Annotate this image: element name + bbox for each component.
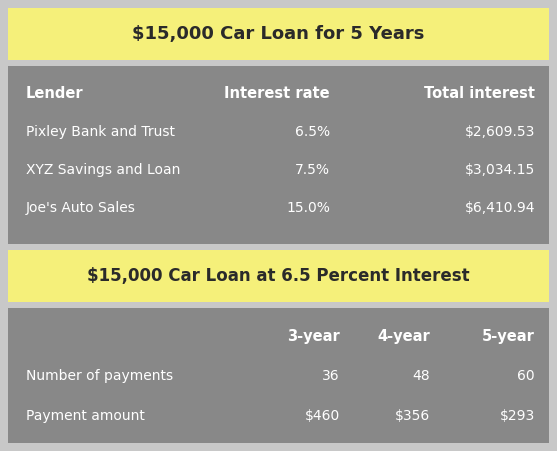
Text: Number of payments: Number of payments [26,369,173,383]
Text: 60: 60 [517,369,535,383]
Text: $6,410.94: $6,410.94 [465,201,535,215]
Text: $293: $293 [500,409,535,423]
Text: Payment amount: Payment amount [26,409,145,423]
Text: 7.5%: 7.5% [295,163,330,177]
Text: 4-year: 4-year [377,328,430,344]
Text: Joe's Auto Sales: Joe's Auto Sales [26,201,136,215]
Text: 36: 36 [323,369,340,383]
Text: Total interest: Total interest [424,87,535,101]
Text: $15,000 Car Loan at 6.5 Percent Interest: $15,000 Car Loan at 6.5 Percent Interest [87,267,470,285]
Text: Interest rate: Interest rate [224,87,330,101]
Text: 48: 48 [412,369,430,383]
Text: Lender: Lender [26,87,84,101]
Bar [8,66,549,244]
Text: $356: $356 [395,409,430,423]
Text: 15.0%: 15.0% [286,201,330,215]
Text: 6.5%: 6.5% [295,125,330,139]
Text: $15,000 Car Loan for 5 Years: $15,000 Car Loan for 5 Years [133,25,424,43]
Text: XYZ Savings and Loan: XYZ Savings and Loan [26,163,180,177]
Text: 5-year: 5-year [482,328,535,344]
Text: $2,609.53: $2,609.53 [465,125,535,139]
Bar [8,8,549,60]
Text: Pixley Bank and Trust: Pixley Bank and Trust [26,125,175,139]
Text: $460: $460 [305,409,340,423]
Text: $3,034.15: $3,034.15 [465,163,535,177]
Text: 3-year: 3-year [287,328,340,344]
Bar [8,308,549,443]
Bar [8,250,549,302]
